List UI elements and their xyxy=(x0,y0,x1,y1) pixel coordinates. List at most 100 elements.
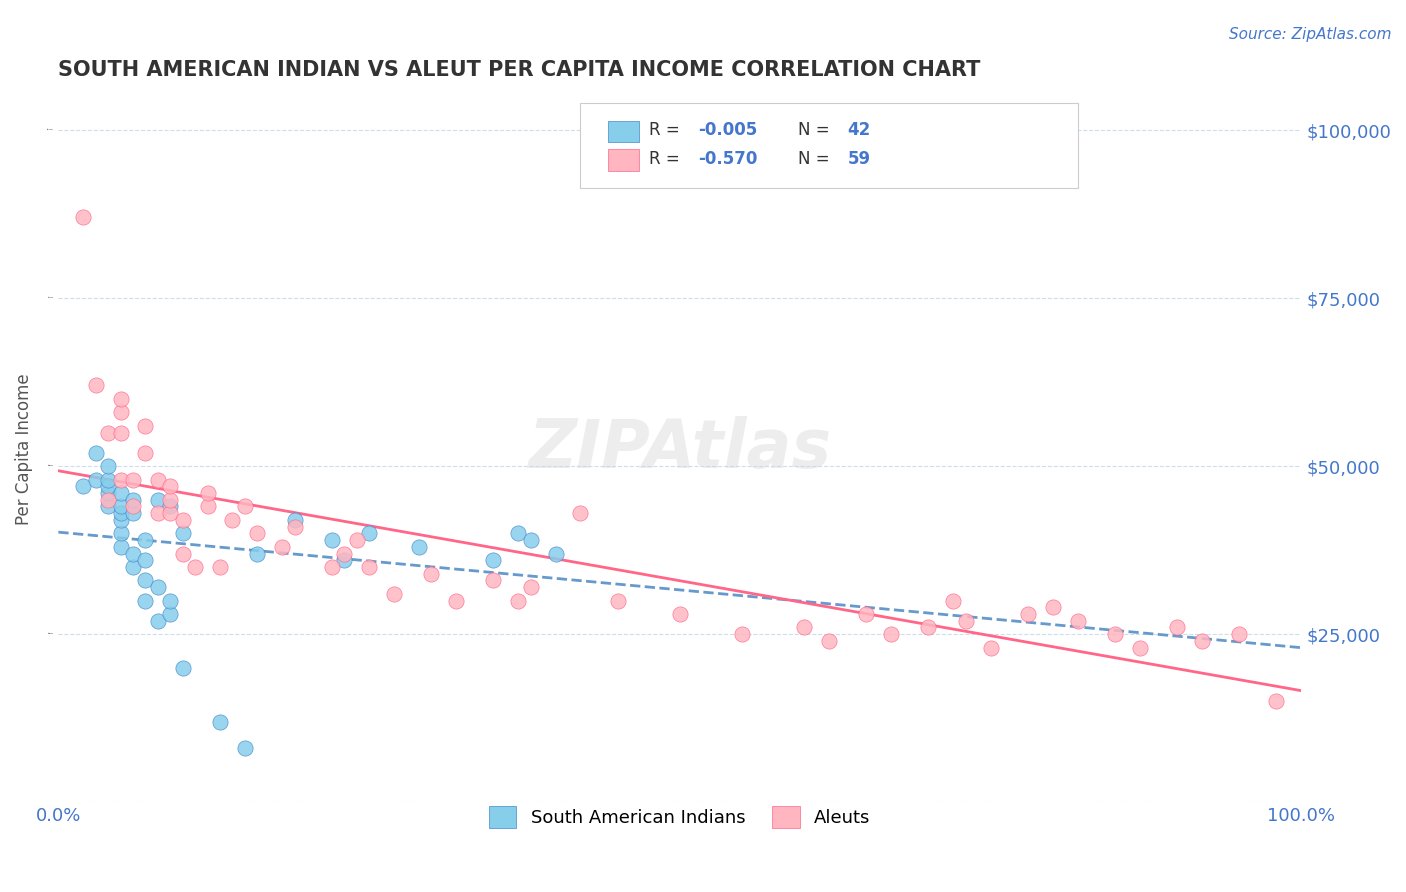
Text: N =: N = xyxy=(797,150,835,168)
Point xyxy=(110,473,132,487)
Point xyxy=(482,574,505,588)
Point xyxy=(519,533,541,547)
Point xyxy=(1227,627,1250,641)
Point xyxy=(233,741,256,756)
Point xyxy=(321,533,343,547)
Point xyxy=(84,473,107,487)
Point xyxy=(283,513,305,527)
Text: -0.005: -0.005 xyxy=(699,121,758,139)
Point xyxy=(359,560,381,574)
Point xyxy=(110,513,132,527)
Point xyxy=(1265,694,1288,708)
Point xyxy=(917,620,939,634)
Point xyxy=(1042,600,1064,615)
Point xyxy=(122,547,145,561)
Y-axis label: Per Capita Income: Per Capita Income xyxy=(15,374,32,525)
Point xyxy=(159,506,181,520)
Point xyxy=(110,526,132,541)
Point xyxy=(134,553,156,567)
Point xyxy=(110,486,132,500)
Point xyxy=(942,593,965,607)
Point xyxy=(382,587,405,601)
Point xyxy=(569,506,592,520)
Text: R =: R = xyxy=(648,150,685,168)
Point xyxy=(172,547,194,561)
Point xyxy=(97,473,120,487)
Point xyxy=(110,392,132,406)
Text: SOUTH AMERICAN INDIAN VS ALEUT PER CAPITA INCOME CORRELATION CHART: SOUTH AMERICAN INDIAN VS ALEUT PER CAPIT… xyxy=(59,60,981,79)
Point xyxy=(197,500,219,514)
Point xyxy=(855,607,877,621)
Point xyxy=(159,492,181,507)
Point xyxy=(97,500,120,514)
Point xyxy=(110,500,132,514)
Point xyxy=(1017,607,1039,621)
Point xyxy=(97,425,120,440)
Point xyxy=(84,378,107,392)
Point xyxy=(1129,640,1152,655)
Point xyxy=(346,533,368,547)
Point xyxy=(122,500,145,514)
Text: 42: 42 xyxy=(848,121,870,139)
FancyBboxPatch shape xyxy=(607,121,638,143)
Point xyxy=(508,593,530,607)
Point xyxy=(110,506,132,520)
Point xyxy=(184,560,207,574)
Point xyxy=(793,620,815,634)
Point xyxy=(159,479,181,493)
Point xyxy=(146,506,169,520)
Point xyxy=(134,446,156,460)
Point xyxy=(233,500,256,514)
Point xyxy=(172,661,194,675)
Point xyxy=(146,614,169,628)
Point xyxy=(818,634,841,648)
Point xyxy=(208,560,231,574)
Point xyxy=(333,553,356,567)
Point xyxy=(606,593,628,607)
Point xyxy=(72,211,94,225)
Legend: South American Indians, Aleuts: South American Indians, Aleuts xyxy=(475,792,884,843)
Point xyxy=(122,506,145,520)
Point xyxy=(97,459,120,474)
Point xyxy=(72,479,94,493)
Point xyxy=(134,593,156,607)
Point xyxy=(955,614,977,628)
Point xyxy=(197,486,219,500)
Point xyxy=(980,640,1002,655)
Point xyxy=(110,540,132,554)
Point xyxy=(246,547,269,561)
Point xyxy=(669,607,692,621)
FancyBboxPatch shape xyxy=(607,149,638,170)
Text: ZIPAtlas: ZIPAtlas xyxy=(529,417,831,483)
Text: R =: R = xyxy=(648,121,685,139)
Point xyxy=(1104,627,1126,641)
Point xyxy=(146,492,169,507)
Point xyxy=(444,593,467,607)
Point xyxy=(1066,614,1088,628)
Point xyxy=(159,593,181,607)
Point xyxy=(359,526,381,541)
Point xyxy=(519,580,541,594)
Point xyxy=(134,533,156,547)
Point xyxy=(159,500,181,514)
Point xyxy=(544,547,567,561)
Point xyxy=(97,486,120,500)
Point xyxy=(1191,634,1213,648)
Text: N =: N = xyxy=(797,121,835,139)
Point xyxy=(122,473,145,487)
Point xyxy=(321,560,343,574)
Point xyxy=(283,519,305,533)
Point xyxy=(221,513,243,527)
Point xyxy=(122,560,145,574)
Point xyxy=(146,473,169,487)
Point xyxy=(122,492,145,507)
Point xyxy=(84,446,107,460)
Point xyxy=(271,540,294,554)
Point xyxy=(420,566,443,581)
Text: -0.570: -0.570 xyxy=(699,150,758,168)
Point xyxy=(110,425,132,440)
Point xyxy=(208,714,231,729)
Point xyxy=(333,547,356,561)
FancyBboxPatch shape xyxy=(581,103,1077,188)
Point xyxy=(731,627,754,641)
